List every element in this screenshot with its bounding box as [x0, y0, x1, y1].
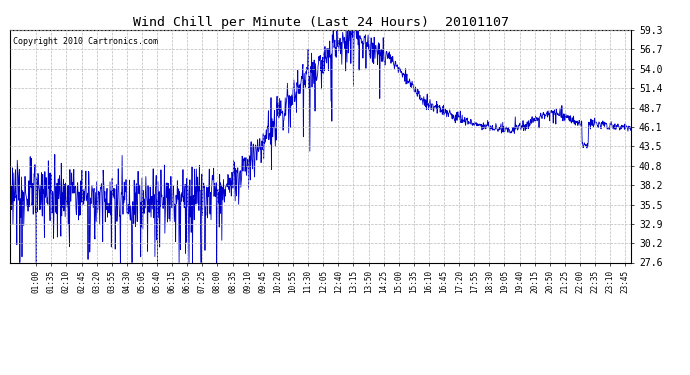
Text: Copyright 2010 Cartronics.com: Copyright 2010 Cartronics.com — [14, 37, 159, 46]
Title: Wind Chill per Minute (Last 24 Hours)  20101107: Wind Chill per Minute (Last 24 Hours) 20… — [133, 16, 509, 29]
